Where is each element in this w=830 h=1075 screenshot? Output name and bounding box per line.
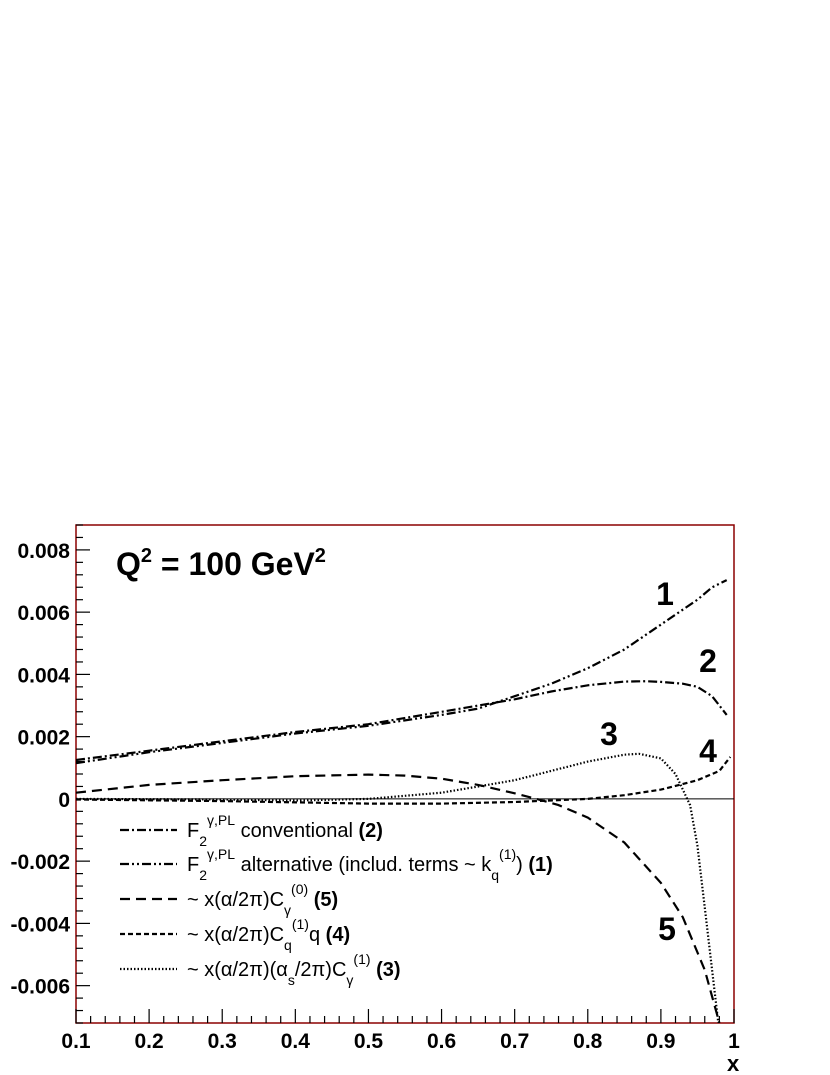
y-tick-label: 0.006: [17, 602, 70, 625]
curves: [76, 579, 732, 1023]
x-axis-title: x: [727, 1051, 740, 1075]
series-line-2: [76, 680, 728, 762]
legend-entry: ~ x(α/2π)(αs/2π)Cγ(1) (3): [187, 951, 401, 988]
x-tick-label: 0.2: [135, 1030, 164, 1053]
series-line-1: [76, 579, 728, 765]
legend-entry: ~ x(α/2π)Cq(1)q (4): [187, 916, 350, 953]
y-tick-label: -0.004: [10, 913, 70, 936]
curve-label-1: 1: [656, 576, 674, 612]
curve-labels: 12 3 4 5: [600, 576, 717, 947]
curve-label-3: 3: [600, 716, 618, 752]
series-line-4: [76, 756, 732, 805]
axis-tick-labels: 0.1 0.2 0.3 0.4 0.5 0.6 0.7 0.8 0.9 1 0.008 0.006 0.…: [10, 540, 740, 1053]
y-tick-label: -0.006: [10, 976, 70, 999]
y-tick-label: 0.004: [17, 664, 70, 687]
x-tick-label: 0.3: [208, 1030, 237, 1053]
x-tick-label: 0.7: [500, 1030, 529, 1053]
q2-annotation: Q2 = 100 GeV2: [116, 545, 326, 582]
y-tick-label: 0.008: [17, 540, 70, 563]
plot-frame: [75, 524, 735, 1024]
y-tick-label: -0.002: [10, 851, 70, 874]
x-tick-label: 0.4: [281, 1030, 311, 1053]
curve-label-2: 2: [699, 643, 717, 679]
legend-entry: F2γ,PL alternative (includ. terms ~ kq(1…: [187, 846, 553, 883]
x-tick-label: 0.5: [354, 1030, 384, 1053]
curve-label-5: 5: [658, 911, 676, 947]
y-tick-label: 0.002: [17, 727, 70, 750]
x-tick-label: 0.8: [573, 1030, 603, 1053]
x-tick-label: 0.6: [427, 1030, 456, 1053]
legend: F2γ,PL conventional (2)F2γ,PL alternativ…: [120, 812, 553, 988]
legend-entry: ~ x(α/2π)Cγ(0) (5): [187, 881, 338, 918]
legend-entry: F2γ,PL conventional (2): [187, 812, 383, 849]
series-line-3: [76, 752, 720, 1023]
x-tick-label: 0.1: [61, 1030, 91, 1053]
series-line-5: [76, 773, 721, 1023]
x-tick-label: 1: [728, 1030, 740, 1053]
y-tick-label: 0: [58, 789, 70, 812]
x-tick-label: 0.9: [646, 1030, 675, 1053]
curve-label-4: 4: [699, 733, 717, 769]
axis-ticks: [75, 524, 735, 1024]
